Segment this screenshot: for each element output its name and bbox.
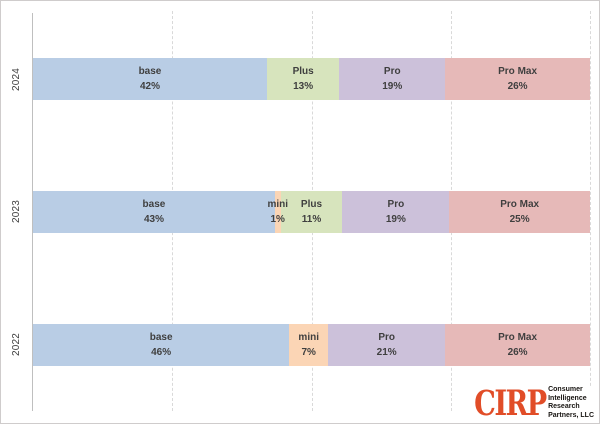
y-axis-label-2023: 2023 — [10, 200, 22, 224]
y-axis-label-2022: 2022 — [10, 333, 22, 357]
cirp-org-line: Partners, LLC — [548, 411, 594, 419]
bar-2022: base 46% mini 7% Pro 21% Pro Max 26% — [33, 323, 590, 366]
segment-label: Pro Max 25% — [500, 198, 540, 225]
segment-label: mini 7% — [298, 331, 319, 358]
segment-label: base 46% — [149, 331, 173, 358]
segment-label: Plus 11% — [300, 198, 323, 225]
cirp-org-name: Consumer Intelligence Research Partners,… — [548, 386, 594, 420]
bar-2023: base 43% mini 1% Plus 11% Pro 19% Pro Max 25… — [33, 190, 590, 233]
segment-plus-2023: Plus 11% — [280, 190, 343, 233]
segment-label: Pro Max 26% — [498, 331, 538, 358]
cirp-org-line: Research — [548, 403, 580, 410]
gridline-100pct — [590, 11, 591, 411]
cirp-wordmark: CIRP — [474, 382, 548, 424]
segment-pro-2022: Pro 21% — [328, 323, 446, 366]
segment-plus-2024: Plus 13% — [266, 58, 340, 101]
plot-area: base 42% Plus 13% Pro 19% Pro Max 26% base 4… — [32, 11, 591, 411]
segment-pro-max-2023: Pro Max 25% — [449, 190, 590, 233]
segment-label: base 43% — [142, 198, 166, 225]
segment-pro-2024: Pro 19% — [339, 58, 446, 101]
cirp-logo: CIRP Consumer Intelligence Research Part… — [452, 382, 594, 424]
segment-label: Pro 19% — [385, 198, 406, 225]
segment-label: Pro 19% — [382, 66, 403, 93]
segment-label: Pro 21% — [376, 331, 397, 358]
bar-band-2023: base 43% mini 1% Plus 11% Pro 19% Pro Max 25… — [33, 146, 590, 279]
segment-pro-max-2022: Pro Max 26% — [445, 323, 590, 366]
segment-base-2022: base 46% — [33, 323, 290, 366]
y-axis: 2024 2023 2022 — [1, 13, 32, 411]
segment-label: Pro Max 26% — [498, 66, 538, 93]
segment-base-2024: base 42% — [33, 58, 267, 101]
segment-mini-2022: mini 7% — [289, 323, 329, 366]
segment-label: base 42% — [138, 66, 162, 93]
y-axis-label-2024: 2024 — [10, 67, 22, 91]
segment-base-2023: base 43% — [33, 190, 275, 233]
cirp-org-line: Intelligence — [548, 394, 587, 402]
bar-2024: base 42% Plus 13% Pro 19% Pro Max 26% — [33, 58, 590, 101]
segment-pro-2023: Pro 19% — [342, 190, 450, 233]
cirp-org-line: Consumer — [548, 386, 583, 393]
bar-band-2024: base 42% Plus 13% Pro 19% Pro Max 26% — [33, 13, 590, 146]
segment-label: Plus 13% — [292, 66, 314, 93]
segment-pro-max-2024: Pro Max 26% — [445, 58, 590, 101]
